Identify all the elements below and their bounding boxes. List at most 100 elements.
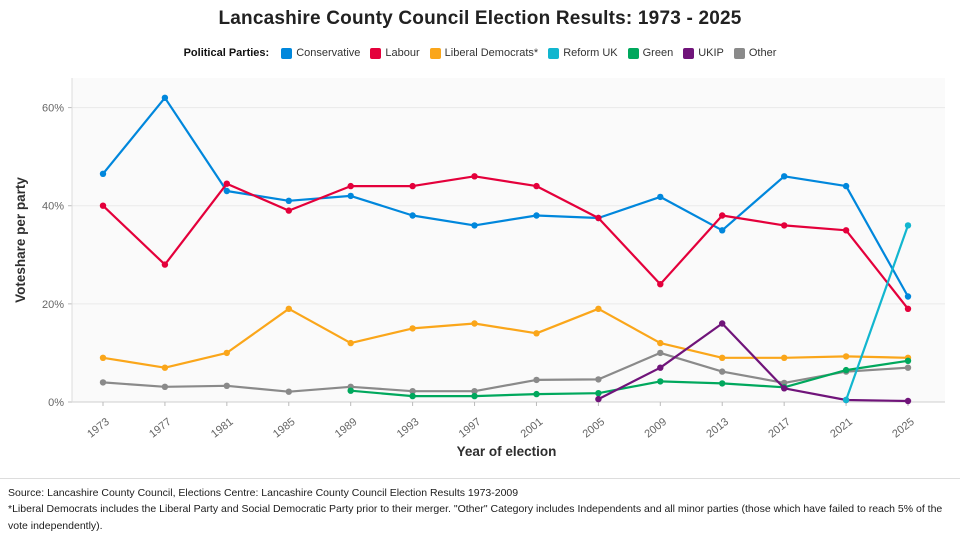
series-line-ukip: [597, 322, 910, 403]
data-point-conservative-2017: [781, 173, 788, 180]
series-line-green: [349, 359, 910, 398]
y-tick-label: 60%: [42, 103, 64, 115]
data-point-conservative-1985: [285, 197, 292, 204]
legend-item-labour: Labour: [370, 47, 420, 59]
legend-item-label: Conservative: [296, 47, 361, 59]
legend-item-green: Green: [627, 47, 674, 59]
data-point-other-1993: [409, 388, 416, 395]
data-point-green-2001: [533, 390, 540, 398]
legend-item-label: Labour: [385, 47, 420, 59]
data-point-labour-2013: [719, 212, 726, 219]
data-point-liberal-democrats-2009: [657, 339, 664, 347]
legend: Political Parties: Conservative Labour Lib…: [0, 47, 960, 59]
series-line-labour: [101, 175, 910, 310]
data-point-other-2013: [719, 368, 726, 375]
data-point-other-1977: [161, 383, 169, 390]
data-point-conservative-1993: [409, 212, 416, 219]
footer: Source: Lancashire County Council, Elect…: [8, 485, 952, 534]
x-tick-label: 2021: [828, 416, 855, 441]
data-point-other-1981: [223, 382, 230, 389]
data-point-liberal-democrats-1989: [347, 339, 354, 347]
data-point-green-2005: [595, 390, 602, 397]
series-line-reform-uk: [845, 224, 910, 402]
data-point-liberal-democrats-2017: [781, 354, 788, 361]
x-tick-label: 1997: [457, 416, 484, 441]
data-point-conservative-2021: [842, 182, 850, 190]
source-note: Source: Lancashire County Council, Elect…: [8, 487, 519, 499]
data-point-labour-2025: [904, 305, 912, 312]
data-point-conservative-1977: [161, 94, 169, 101]
data-point-labour-1989: [347, 182, 354, 190]
x-tick-label: 2017: [766, 416, 793, 441]
legend-item-conservative: Conservative: [281, 47, 360, 59]
legend-item-label: Green: [642, 47, 674, 59]
data-point-other-1985: [285, 388, 292, 395]
data-point-ukip-2009: [657, 364, 664, 371]
series-line-liberal-democrats: [101, 307, 910, 369]
data-point-labour-1977: [161, 261, 169, 268]
data-point-labour-1985: [285, 207, 292, 214]
data-point-ukip-2013: [719, 320, 726, 327]
data-point-ukip-2005: [595, 395, 602, 403]
plot-background: [72, 78, 945, 402]
legend-swatch-icon: [548, 47, 560, 59]
x-tick-label: 2001: [519, 416, 546, 441]
data-point-green-2013: [719, 380, 726, 387]
x-tick-label: 2009: [642, 416, 669, 441]
legend-swatch-icon: [429, 47, 441, 59]
y-tick-label: 40%: [42, 201, 64, 213]
data-point-liberal-democrats-1977: [161, 364, 169, 371]
series-line-other: [101, 351, 910, 393]
legend-swatch-icon: [281, 47, 293, 59]
data-point-conservative-1997: [471, 222, 478, 229]
legend-swatch-icon: [683, 47, 695, 59]
data-point-labour-1973: [99, 202, 107, 209]
legend-swatch-icon: [733, 47, 745, 59]
data-point-green-2025: [904, 357, 912, 364]
chart-area: 0% 20% 40% 60% 1973 1977 1981 1985 1989 1993 1997 2…: [0, 70, 960, 480]
data-point-ukip-2017: [781, 385, 788, 392]
x-tick-label: 2025: [890, 416, 917, 441]
x-tick-label: 1981: [209, 416, 236, 441]
y-axis-title: Voteshare per party: [13, 177, 28, 303]
legend-item-label: Reform UK: [563, 47, 618, 59]
legend-items: Conservative Labour Liberal Democrats* Refo…: [281, 47, 776, 59]
data-point-conservative-1981: [223, 187, 230, 195]
data-point-ukip-2025: [904, 397, 912, 405]
legend-swatch-icon: [627, 47, 639, 59]
chart-title: Lancashire County Council Election Resul…: [218, 8, 742, 29]
data-point-labour-1981: [223, 180, 230, 187]
data-point-green-2009: [657, 378, 664, 385]
data-point-other-1997: [471, 388, 478, 395]
data-point-liberal-democrats-2005: [595, 305, 602, 312]
data-point-labour-1997: [471, 173, 478, 180]
legend-item-label: Liberal Democrats*: [444, 47, 539, 59]
x-tick-label: 2005: [581, 416, 608, 441]
data-point-conservative-1989: [347, 192, 354, 200]
data-point-labour-2005: [595, 214, 602, 222]
footer-divider: [0, 478, 960, 479]
data-point-conservative-2025: [904, 293, 912, 300]
data-point-green-1997: [471, 392, 478, 400]
data-point-other-2005: [595, 376, 602, 383]
data-point-reform-uk-2025: [904, 222, 912, 229]
data-point-liberal-democrats-1997: [471, 320, 478, 327]
data-point-reform-uk-2021: [842, 396, 850, 404]
data-point-liberal-democrats-2001: [533, 330, 540, 337]
x-axis-title: Year of election: [457, 444, 557, 459]
data-point-conservative-1973: [99, 170, 107, 177]
data-point-liberal-democrats-1981: [223, 349, 230, 357]
data-point-conservative-2001: [533, 212, 540, 219]
legend-item-reform-uk: Reform UK: [548, 47, 618, 59]
x-tick-label: 1977: [147, 416, 174, 441]
data-point-labour-2017: [781, 222, 788, 229]
series-line-conservative: [101, 96, 910, 298]
x-tick-label: 1993: [395, 416, 422, 441]
data-point-labour-2021: [842, 227, 850, 234]
data-point-conservative-2009: [657, 193, 664, 201]
legend-item-other: Other: [733, 47, 776, 59]
data-point-liberal-democrats-2021: [842, 353, 850, 360]
data-point-liberal-democrats-2013: [719, 354, 726, 361]
data-point-other-2009: [657, 349, 664, 357]
data-point-green-1993: [409, 392, 416, 400]
